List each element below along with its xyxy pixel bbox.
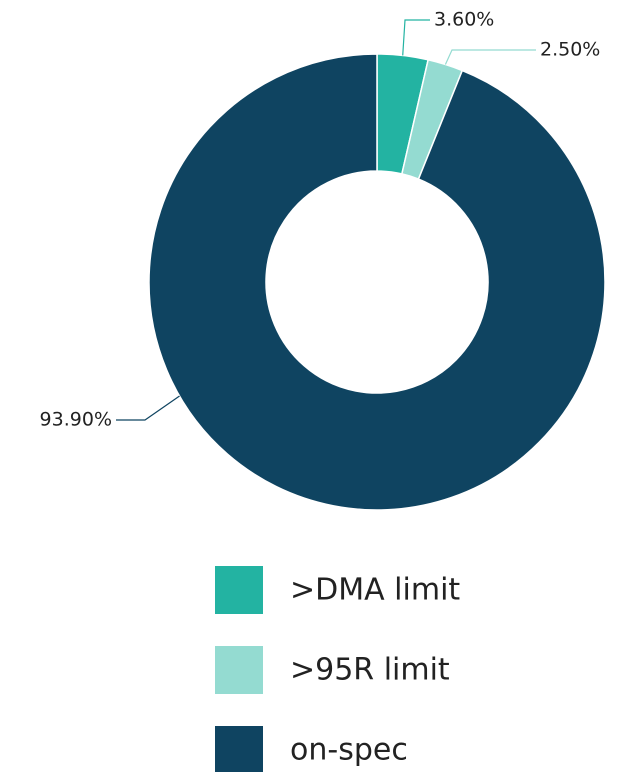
leader-line [402,19,430,56]
data-label: 93.90% [40,409,112,431]
legend-label: >DMA limit [290,573,460,608]
legend-label: on-spec [290,733,408,768]
leader-line [444,49,536,65]
legend-swatch [215,726,263,774]
legend-swatch [215,566,263,614]
legend-swatch [215,646,263,694]
data-label: 3.60% [434,9,494,31]
donut-slice [148,53,606,511]
data-label: 2.50% [540,39,600,61]
legend-label: >95R limit [290,653,450,688]
leader-line [116,395,180,421]
